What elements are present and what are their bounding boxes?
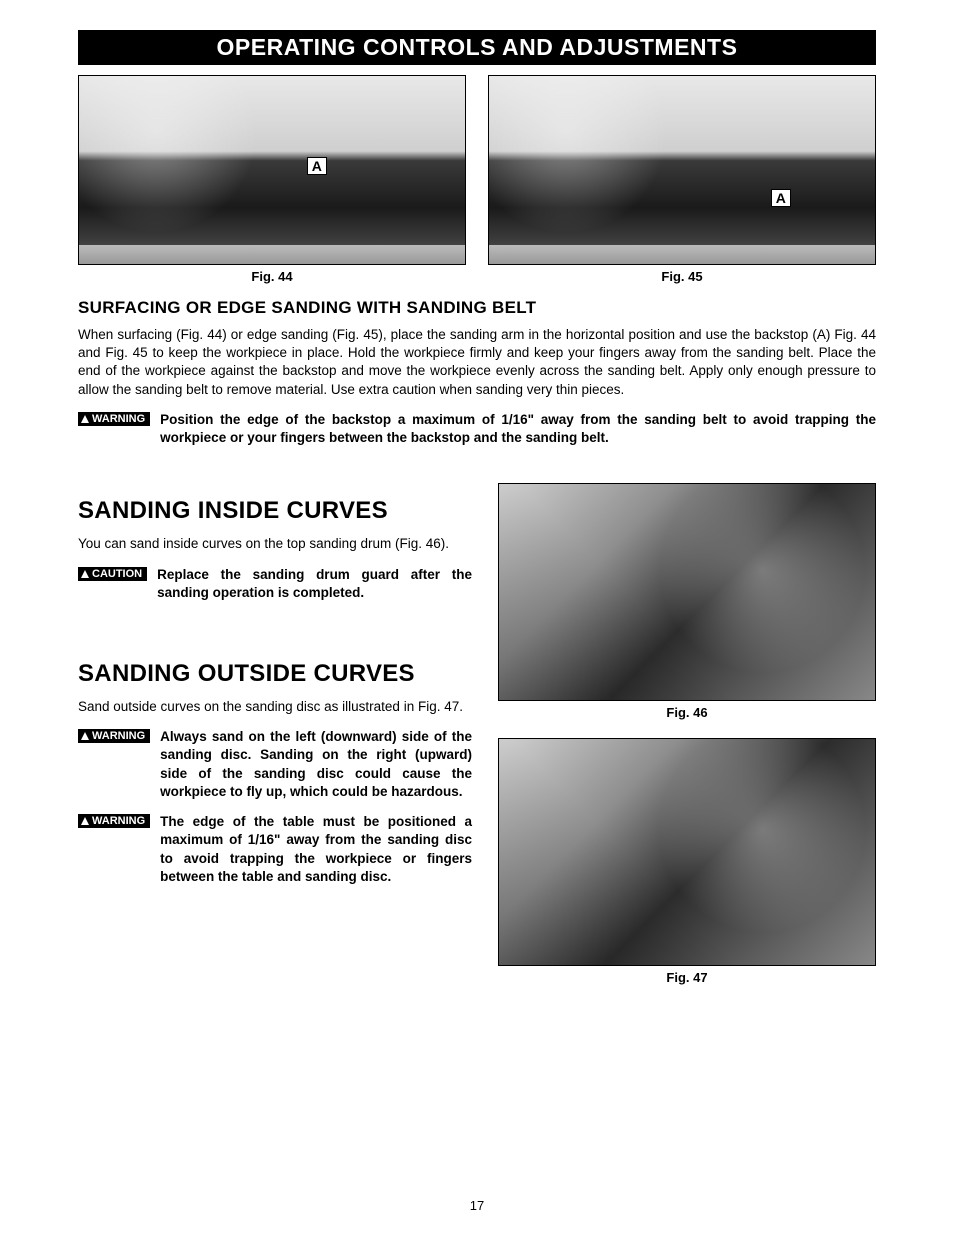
figure-47-image [498, 738, 876, 966]
caution-badge: CAUTION [78, 567, 147, 581]
warning-table-edge-text: The edge of the table must be positioned… [160, 813, 472, 886]
warning-sand-left-side-text: Always sand on the left (downward) side … [160, 728, 472, 801]
figure-44-caption: Fig. 44 [78, 269, 466, 284]
left-column: SANDING INSIDE CURVES You can sand insid… [78, 483, 472, 985]
figure-45-label-a: A [771, 189, 791, 207]
warning-table-edge: WARNING The edge of the table must be po… [78, 813, 472, 886]
caution-drum-guard-text: Replace the sanding drum guard after the… [157, 566, 472, 602]
section-outside-curves-heading: SANDING OUTSIDE CURVES [78, 660, 472, 688]
figure-44-image: A [78, 75, 466, 265]
warning-triangle-icon [81, 415, 89, 423]
section-surfacing-body: When surfacing (Fig. 44) or edge sanding… [78, 326, 876, 399]
warning-backstop-text: Position the edge of the backstop a maxi… [160, 411, 876, 447]
figure-44-label-a: A [307, 157, 327, 175]
figure-45: A Fig. 45 [488, 75, 876, 284]
warning-badge-label: WARNING [92, 413, 145, 425]
figure-46-image [498, 483, 876, 701]
figure-45-image: A [488, 75, 876, 265]
two-column-region: SANDING INSIDE CURVES You can sand insid… [78, 483, 876, 985]
section-inside-curves-heading: SANDING INSIDE CURVES [78, 497, 472, 525]
figure-46-caption: Fig. 46 [498, 705, 876, 720]
warning-badge-label: WARNING [92, 815, 145, 827]
figure-44: A Fig. 44 [78, 75, 466, 284]
warning-badge: WARNING [78, 814, 150, 828]
caution-triangle-icon [81, 570, 89, 578]
page-number: 17 [0, 1198, 954, 1213]
figure-45-caption: Fig. 45 [488, 269, 876, 284]
warning-triangle-icon [81, 817, 89, 825]
section-outside-curves-body: Sand outside curves on the sanding disc … [78, 698, 472, 716]
figure-47-caption: Fig. 47 [498, 970, 876, 985]
warning-badge: WARNING [78, 729, 150, 743]
caution-badge-label: CAUTION [92, 568, 142, 580]
warning-sand-left-side: WARNING Always sand on the left (downwar… [78, 728, 472, 801]
warning-badge-label: WARNING [92, 730, 145, 742]
warning-badge: WARNING [78, 412, 150, 426]
warning-triangle-icon [81, 732, 89, 740]
figure-row-top: A Fig. 44 A Fig. 45 [78, 75, 876, 284]
section-surfacing-heading: SURFACING OR EDGE SANDING WITH SANDING B… [78, 298, 876, 318]
page-banner: OPERATING CONTROLS AND ADJUSTMENTS [78, 30, 876, 65]
warning-backstop: WARNING Position the edge of the backsto… [78, 411, 876, 447]
caution-drum-guard: CAUTION Replace the sanding drum guard a… [78, 566, 472, 602]
section-inside-curves-body: You can sand inside curves on the top sa… [78, 535, 472, 553]
right-column: Fig. 46 Fig. 47 [498, 483, 876, 985]
